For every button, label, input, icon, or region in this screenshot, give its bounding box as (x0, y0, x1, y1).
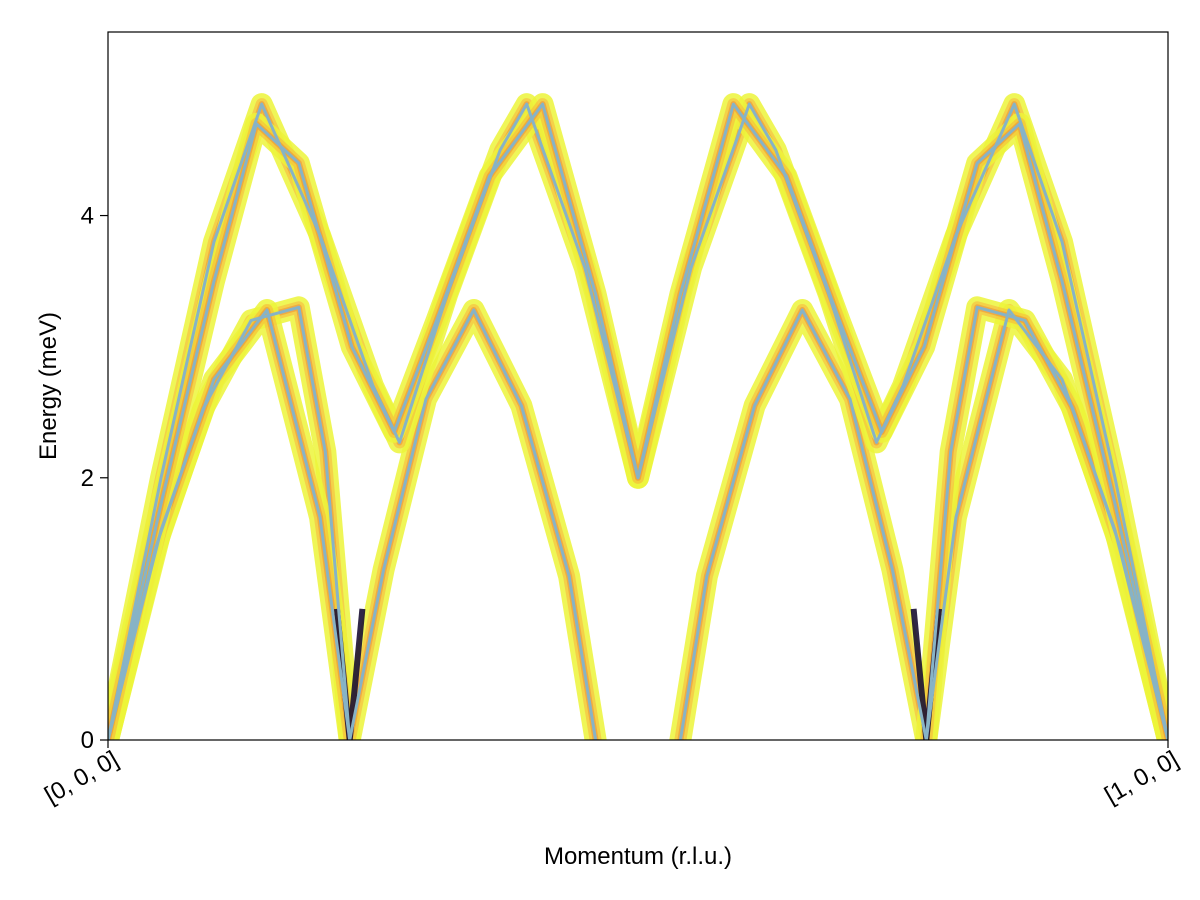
plot-frame (107, 31, 1169, 741)
dispersion-line-4 (924, 305, 1168, 740)
dispersion-line-6 (108, 102, 1168, 740)
x-axis-label: Momentum (r.l.u.) (544, 843, 732, 870)
y-tick-label: 2 (81, 465, 94, 492)
y-axis-label: Energy (meV) (35, 312, 62, 460)
dispersion-lines (108, 102, 1168, 740)
y-tick-label: 0 (81, 727, 94, 754)
y-tick-label: 4 (81, 203, 94, 230)
dispersion-line-2 (108, 308, 598, 740)
